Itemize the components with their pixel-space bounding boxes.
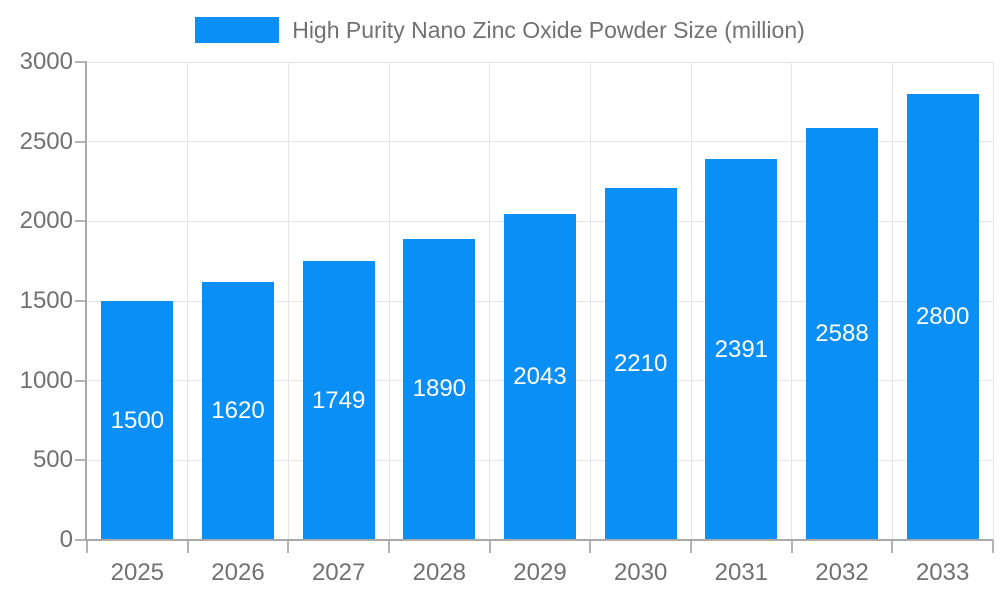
x-axis-line — [85, 539, 993, 541]
bar: 1500 — [101, 301, 174, 540]
x-gridline — [187, 62, 189, 540]
bar-value-label: 1890 — [412, 375, 467, 403]
y-axis-tick-label: 500 — [32, 446, 73, 474]
bar-value-label: 2043 — [513, 363, 567, 391]
y-axis-tick-label: 1000 — [19, 366, 73, 394]
x-gridline — [489, 62, 491, 540]
x-tick-mark — [891, 540, 894, 553]
x-tick-mark — [86, 540, 88, 553]
x-axis-tick-label: 2032 — [815, 559, 869, 586]
y-tick-mark — [75, 459, 87, 462]
y-axis-tick-label: 2000 — [19, 207, 73, 235]
bar-value-label: 1749 — [311, 386, 366, 414]
x-gridline — [388, 62, 390, 540]
x-gridline — [992, 62, 994, 540]
x-tick-mark — [790, 540, 793, 553]
x-axis-tick-label: 2029 — [513, 559, 567, 586]
y-tick-mark — [75, 379, 87, 382]
x-gridline — [791, 62, 793, 540]
bar: 1749 — [302, 261, 375, 540]
x-gridline — [589, 62, 591, 540]
x-tick-mark — [690, 540, 692, 553]
bar: 2043 — [504, 214, 576, 540]
y-tick-mark — [75, 220, 87, 223]
x-tick-mark — [287, 540, 290, 553]
x-gridline — [690, 62, 692, 540]
bar: 2210 — [604, 187, 677, 540]
chart-title: High Purity Nano Zinc Oxide Powder Size … — [292, 17, 805, 43]
y-axis-tick-label: 0 — [59, 526, 73, 553]
x-gridline — [287, 62, 289, 540]
bar: 2391 — [705, 159, 778, 540]
y-axis-tick-label: 1500 — [19, 287, 73, 314]
bar-value-label: 1500 — [110, 406, 165, 434]
bar-value-label: 2210 — [613, 349, 668, 377]
bar: 1620 — [202, 281, 274, 540]
x-gridline — [891, 62, 893, 540]
bar: 1890 — [403, 238, 476, 540]
x-axis-tick-label: 2027 — [311, 559, 366, 586]
bar-value-label: 2588 — [815, 319, 869, 347]
y-axis-tick-label: 2500 — [19, 127, 73, 155]
y-gridline — [87, 141, 993, 143]
x-tick-mark — [488, 540, 491, 553]
bar-value-label: 2391 — [714, 335, 769, 363]
x-tick-mark — [388, 540, 390, 553]
x-tick-mark — [186, 540, 189, 553]
y-tick-mark — [75, 300, 87, 302]
y-gridline — [87, 61, 993, 63]
x-axis-tick-label: 2031 — [714, 559, 769, 586]
y-axis-line — [85, 62, 87, 540]
chart-legend: High Purity Nano Zinc Oxide Powder Size … — [0, 17, 1000, 43]
x-axis-tick-label: 2028 — [412, 559, 467, 586]
bar: 2588 — [806, 127, 878, 540]
bar: 2800 — [906, 93, 979, 540]
legend-swatch-icon — [195, 17, 280, 43]
y-tick-mark — [75, 140, 87, 143]
x-axis-tick-label: 2025 — [110, 559, 165, 586]
bar-value-label: 1620 — [211, 396, 265, 424]
x-axis-tick-label: 2033 — [915, 559, 970, 586]
x-tick-mark — [589, 540, 592, 553]
y-tick-mark — [75, 539, 87, 541]
bar-value-label: 2800 — [915, 302, 970, 330]
y-axis-tick-label: 3000 — [19, 48, 73, 75]
x-axis-tick-label: 2030 — [613, 559, 668, 586]
y-tick-mark — [75, 61, 87, 63]
x-tick-mark — [992, 540, 994, 553]
x-axis-tick-label: 2026 — [211, 559, 265, 586]
